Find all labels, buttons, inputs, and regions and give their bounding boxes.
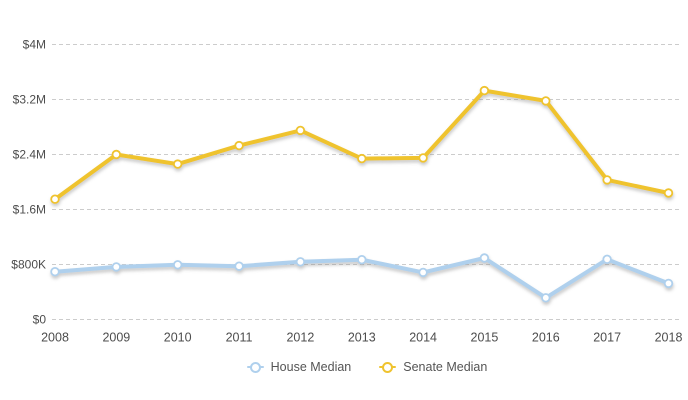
y-axis-tick-label: $4M [23,38,46,52]
data-point-marker[interactable] [111,262,121,272]
series-house-median [50,253,674,303]
x-axis-tick-label: 2010 [164,331,192,345]
x-axis-tick-label: 2018 [655,331,683,345]
y-axis-tick-label: $0 [33,313,47,327]
x-axis-tick-label: 2013 [348,331,376,345]
data-point-marker[interactable] [172,159,183,169]
data-point-marker[interactable] [357,153,367,164]
legend-label: Senate Median [403,360,488,374]
data-point-marker[interactable] [111,149,121,160]
data-point-marker[interactable] [234,140,244,151]
data-point-marker[interactable] [295,257,306,267]
data-point-marker[interactable] [50,194,60,204]
y-axis-tick-label: $3.2M [13,93,46,107]
gridlines-group: $0 $800K $1.6M $2.4M $3.2M $4M 2008 2009 2010 201… [11,38,682,345]
data-point-marker[interactable] [602,175,612,185]
x-axis-tick-label: 2014 [409,331,437,345]
y-axis-tick-label: $1.6M [13,203,46,217]
senate-median-legend-marker-icon [379,361,397,373]
chart-legend: House Median Senate Median [46,360,688,374]
legend-label: House Median [270,360,352,374]
data-point-marker[interactable] [663,188,674,198]
data-point-marker[interactable] [602,254,612,264]
x-axis-tick-label: 2015 [471,331,499,345]
data-point-marker[interactable] [172,260,183,270]
data-point-marker[interactable] [541,96,551,106]
legend-item-senate-median[interactable]: Senate Median [379,360,487,374]
legend-item-house-median[interactable]: House Median [246,360,352,374]
x-axis-tick-label: 2009 [102,331,130,345]
series-group [50,85,674,303]
series-senate-median [50,85,674,204]
x-axis-tick-label: 2016 [532,331,560,345]
data-point-marker[interactable] [418,153,428,163]
data-point-marker[interactable] [357,255,367,265]
data-point-marker[interactable] [50,267,60,277]
data-point-marker[interactable] [541,293,551,303]
y-axis-tick-label: $800K [11,258,46,272]
data-point-marker[interactable] [418,267,428,278]
data-point-marker[interactable] [663,278,674,289]
x-axis-tick-label: 2012 [286,331,314,345]
x-axis-tick-label: 2017 [593,331,621,345]
data-point-marker[interactable] [479,85,490,96]
data-point-marker[interactable] [295,125,306,136]
y-axis-tick-label: $2.4M [13,148,46,162]
data-point-marker[interactable] [479,253,490,263]
series-line [53,88,671,202]
data-point-marker[interactable] [234,261,244,271]
x-axis-tick-label: 2008 [41,331,69,345]
house-median-legend-marker-icon [246,361,264,373]
x-axis-tick-label: 2011 [226,331,253,345]
